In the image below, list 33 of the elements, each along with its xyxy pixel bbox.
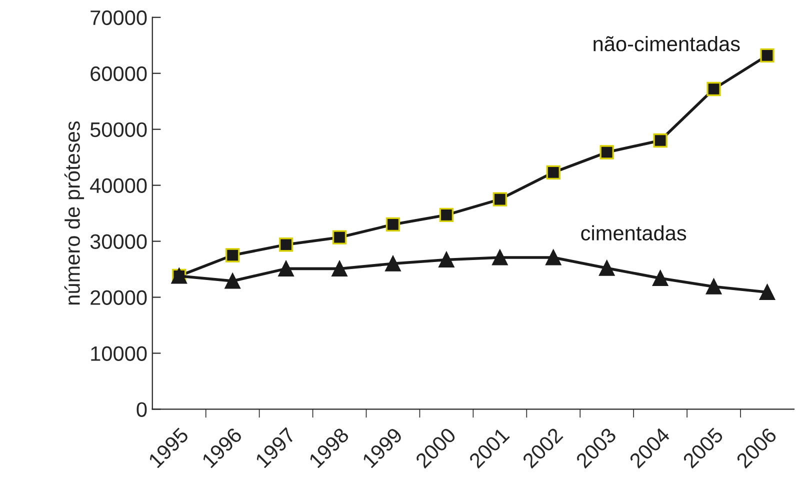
y-tick-label: 30000 (90, 234, 147, 250)
y-tick-label: 20000 (90, 290, 147, 305)
point (492, 250, 508, 266)
y-tick-label: 0 (136, 402, 147, 417)
point (278, 260, 294, 276)
point (652, 270, 668, 286)
point (599, 260, 615, 276)
point (546, 165, 560, 180)
point (225, 248, 240, 262)
y-tick-label: 10000 (91, 346, 147, 361)
point (278, 238, 294, 252)
point (492, 192, 507, 206)
y-tick-label: 40000 (90, 178, 147, 194)
point (332, 260, 348, 276)
point (386, 217, 400, 232)
point (439, 208, 454, 222)
point (653, 133, 668, 148)
point (385, 256, 401, 272)
series-label: não-cimentadas (594, 36, 740, 52)
point (706, 82, 721, 96)
point (759, 284, 776, 300)
point (332, 230, 347, 244)
point (760, 48, 774, 63)
point (224, 273, 240, 289)
point (438, 252, 454, 268)
y-tick-label: 70000 (90, 10, 147, 26)
y-axis-title: número de próteses (64, 121, 84, 305)
y-tick-label: 60000 (90, 66, 147, 82)
y-tick-label: 50000 (90, 122, 147, 138)
point (546, 250, 562, 266)
point (600, 145, 614, 160)
series-label: cimentadas (581, 225, 686, 241)
point (706, 278, 722, 294)
